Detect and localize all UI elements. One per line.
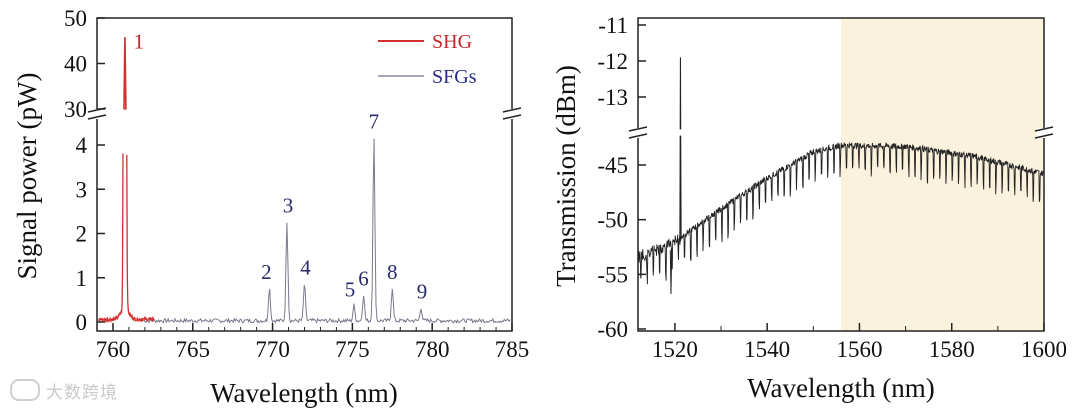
left-x-axis-label: Wavelength (nm) [210, 378, 398, 408]
left-y-tick-label: 1 [76, 266, 88, 291]
shg-trace [98, 153, 155, 324]
left-legend: SHG SFGs [378, 31, 477, 88]
right-y-tick-label: -60 [597, 317, 628, 342]
right-x-ticks: 1520 1540 1560 1580 1600 [652, 323, 1067, 362]
right-x-tick-label: 1580 [929, 337, 975, 362]
right-y-tick-label: -45 [597, 153, 628, 178]
left-y-ticks: 0 1 2 3 4 30 40 50 [64, 6, 105, 335]
peak-label-9: 9 [417, 280, 428, 304]
left-series [98, 37, 511, 324]
peak-label-1: 1 [134, 29, 145, 53]
right-axis-break [628, 126, 1054, 139]
left-x-tick-label: 760 [96, 337, 131, 362]
right-y-axis-label: Transmission (dBm) [551, 65, 581, 287]
peak-label-2: 2 [261, 260, 272, 284]
left-x-tick-label: 775 [335, 337, 370, 362]
right-x-tick-label: 1560 [836, 337, 882, 362]
peak-label-8: 8 [387, 260, 398, 284]
right-series [637, 57, 1044, 295]
right-x-axis-label: Wavelength (nm) [747, 373, 935, 403]
peak-label-6: 6 [358, 266, 369, 290]
transmission-trace [637, 141, 1044, 285]
left-y-axis-label: Signal power (pW) [12, 73, 42, 280]
left-plot-frame [96, 17, 513, 332]
right-panel: 1520 1540 1560 1580 1600 -60-55-50-45-13-12-… [551, 13, 1067, 403]
left-x-ticks: 760 765 770 775 780 785 [96, 323, 530, 362]
right-x-tick-label: 1600 [1021, 337, 1067, 362]
right-x-tick-label: 1520 [652, 337, 698, 362]
left-y-tick-label: 4 [76, 133, 88, 158]
left-y-tick-label: 0 [76, 310, 88, 335]
right-y-tick-label: -12 [597, 49, 628, 74]
watermark: 大数跨境 [10, 378, 118, 403]
deep-dip-trace [669, 248, 673, 295]
right-plot-frame [637, 17, 1045, 332]
right-y-tick-label: -13 [597, 85, 628, 110]
shg-peak-trace [123, 37, 127, 110]
peak-label-4: 4 [300, 255, 311, 279]
left-panel: 760 765 770 775 780 785 0 1 2 3 4 30 40 50 1 2 3 4 5 6 7 89… [12, 6, 529, 408]
left-peak-labels: 1 2 3 4 5 6 7 89 [134, 29, 428, 303]
peak-label-5: 5 [345, 278, 356, 302]
right-y-tick-label: -11 [598, 13, 628, 38]
legend-label-shg: SHG [432, 31, 472, 53]
right-y-ticks: -60 -55 -50 -45 -13 -12 -11 [597, 13, 646, 342]
left-y-tick-label: 2 [76, 222, 88, 247]
left-x-tick-label: 785 [495, 337, 530, 362]
right-x-tick-label: 1540 [744, 337, 790, 362]
sfg-trace [143, 138, 511, 324]
legend-label-sfgs: SFGs [432, 66, 477, 88]
left-axis-break [87, 107, 522, 120]
left-y-tick-label: 50 [64, 6, 87, 31]
right-y-tick-label: -50 [597, 208, 628, 233]
peak-label-7: 7 [369, 109, 380, 133]
left-y-tick-label: 3 [76, 177, 88, 202]
left-x-tick-label: 770 [255, 337, 290, 362]
highlight-region [841, 19, 1044, 331]
left-x-tick-label: 765 [176, 337, 211, 362]
right-y-tick-label: -55 [597, 262, 628, 287]
spike-trace [679, 57, 682, 245]
left-x-tick-label: 780 [415, 337, 450, 362]
left-y-tick-label: 40 [64, 52, 87, 77]
left-y-tick-label: 30 [64, 97, 87, 122]
watermark-logo-icon [10, 379, 40, 401]
peak-label-3: 3 [283, 193, 294, 217]
